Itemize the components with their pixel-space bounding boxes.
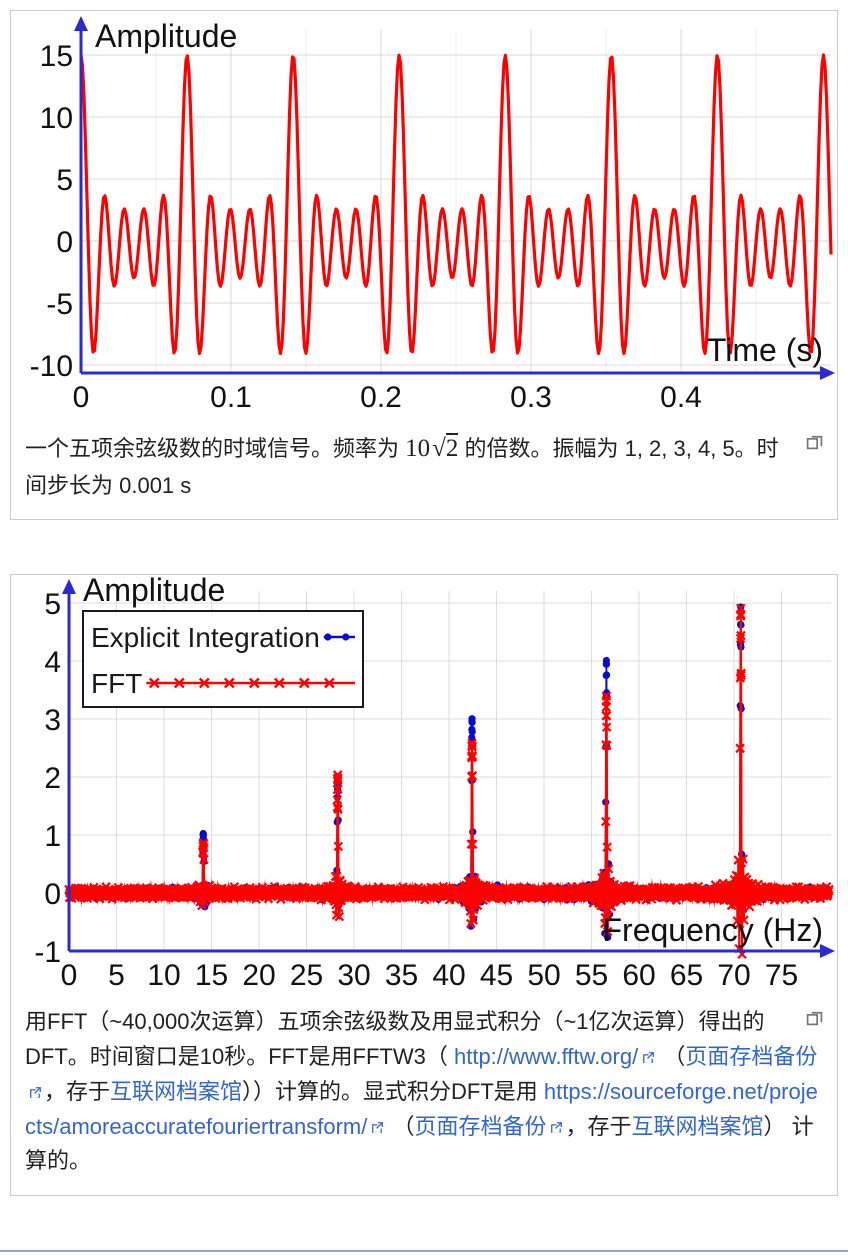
figure-time-domain-caption: 一个五项余弦级数的时域信号。频率为 10√2 的倍数。振幅为 1, 2, 3, … [11,419,837,519]
external-link[interactable]: 页面存档备份 [685,1044,818,1069]
frequency-domain-canvas[interactable] [11,575,837,996]
figure-time-domain: 一个五项余弦级数的时域信号。频率为 10√2 的倍数。振幅为 1, 2, 3, … [10,10,838,521]
caption-text: 一个五项余弦级数的时域信号。频率为 10√2 的倍数。振幅为 1, 2, 3, … [25,433,779,498]
article-figures-section: 一个五项余弦级数的时域信号。频率为 10√2 的倍数。振幅为 1, 2, 3, … [10,10,838,1196]
expand-icon-glyph [806,1012,823,1026]
external-link[interactable]: 页面存档备份 [414,1113,547,1139]
figure-frequency-domain: 用FFT（~40,000次运算）五项余弦级数及用显式积分（~1亿次运算）得出的D… [10,574,838,1196]
caption-text-segment: ） 计算的。 [25,1113,814,1174]
external-link-icon [551,1121,563,1133]
external-link-icon [372,1121,384,1133]
expand-icon[interactable] [806,1009,823,1026]
caption-text-segment: （ [657,1044,686,1069]
math-expression: 10√2 [405,433,459,462]
caption-text-segment: 一个五项余弦级数的时域信号。频率为 [25,436,406,461]
caption-text-segment: 用FFT（~40,000次运算）五项余弦级数及用显式积分（~1亿次运算）得出的D… [25,1009,765,1069]
external-link-icon [643,1052,655,1063]
external-link[interactable]: https://sourceforge.net/projects/amoreac… [25,1078,818,1139]
figure-frequency-domain-caption: 用FFT（~40,000次运算）五项余弦级数及用显式积分（~1亿次运算）得出的D… [11,995,837,1195]
caption-text-segment: （ [386,1113,415,1139]
section-divider [0,1250,848,1254]
frequency-domain-chart-image[interactable] [11,575,837,996]
time-domain-canvas[interactable] [11,11,837,419]
caption-text: 用FFT（~40,000次运算）五项余弦级数及用显式积分（~1亿次运算）得出的D… [25,1009,818,1173]
expand-icon-glyph [806,435,823,450]
external-link[interactable]: http://www.fftw.org/ [453,1044,639,1069]
time-domain-chart-image[interactable] [11,11,837,419]
caption-text-segment: 的倍数。振幅为 1, 2, 3, 4, 5。时间步长为 0.001 s [25,436,779,498]
internal-link[interactable]: 互联网档案馆 [110,1078,243,1104]
external-link-icon [30,1086,41,1098]
caption-text-segment: ，存于 [565,1113,632,1139]
caption-text-segment: ，存于 [44,1078,111,1104]
internal-link[interactable]: 互联网档案馆 [631,1113,764,1139]
caption-text-segment: ））计算的。显式积分DFT是用 [242,1078,544,1104]
expand-icon[interactable] [806,433,823,450]
